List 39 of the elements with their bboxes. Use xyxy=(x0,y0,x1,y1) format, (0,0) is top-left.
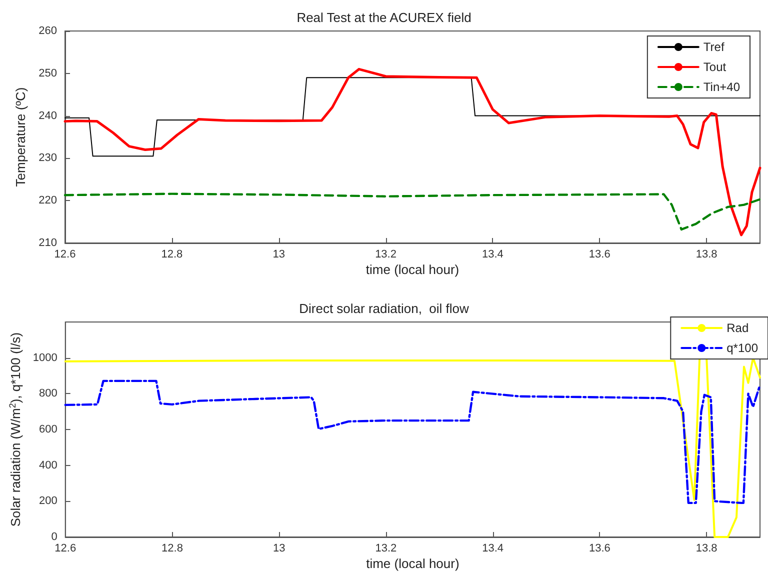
y-tick-label: 260 xyxy=(38,25,57,37)
legend-label: Tref xyxy=(703,40,725,54)
legend-label: Rad xyxy=(726,321,749,335)
y-tick-label: 800 xyxy=(39,388,58,400)
x-tick-label: 13.2 xyxy=(375,542,397,554)
x-tick-label: 12.8 xyxy=(161,248,183,260)
x-axis-title: time (local hour) xyxy=(366,556,460,571)
x-tick-label: 12.8 xyxy=(162,542,183,554)
x-tick-label: 13.4 xyxy=(482,248,504,260)
y-tick-label: 230 xyxy=(38,152,57,164)
chart-title: Real Test at the ACUREX field xyxy=(296,10,472,25)
x-tick-label: 13 xyxy=(272,542,286,554)
x-tick-label: 12.6 xyxy=(54,248,76,260)
y-tick-label: 600 xyxy=(39,424,58,436)
x-tick-label: 12.6 xyxy=(54,542,76,554)
y-axis-title: Solar radiation (W/m2), q*100 (l/s) xyxy=(8,332,23,527)
y-axis-title: Temperature (ºC) xyxy=(13,87,28,187)
y-tick-label: 210 xyxy=(38,237,57,249)
x-tick-label: 13.6 xyxy=(588,248,610,260)
legend-label: Tin+40 xyxy=(703,80,740,94)
x-tick-label: 13.8 xyxy=(696,248,718,260)
y-tick-label: 1000 xyxy=(32,352,58,364)
x-tick-label: 13.4 xyxy=(482,542,504,554)
y-tick-label: 240 xyxy=(38,110,57,122)
x-tick-label: 13.6 xyxy=(588,542,610,554)
y-tick-label: 400 xyxy=(39,459,58,472)
legend-label: q*100 xyxy=(726,341,758,355)
x-tick-label: 13.2 xyxy=(375,248,396,260)
y-tick-label: 220 xyxy=(38,194,57,207)
line-series xyxy=(64,192,762,231)
chart-title: Direct solar radiation, oil flow xyxy=(299,301,470,316)
legend-label: Tout xyxy=(703,60,727,74)
y-tick-label: 0 xyxy=(51,531,58,543)
y-tick-label: 200 xyxy=(39,495,58,508)
y-tick-label: 250 xyxy=(38,67,57,80)
x-axis-title: time (local hour) xyxy=(366,262,460,277)
x-tick-label: 13 xyxy=(272,248,285,260)
line-series xyxy=(64,380,762,504)
x-tick-label: 13.8 xyxy=(696,542,718,554)
